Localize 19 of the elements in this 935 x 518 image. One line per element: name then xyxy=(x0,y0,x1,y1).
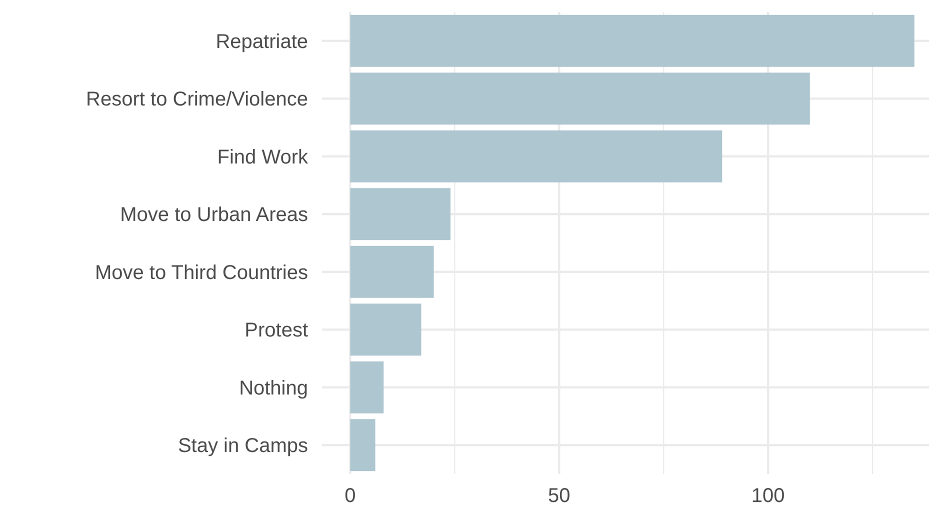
y-tick-label: Protest xyxy=(244,320,308,342)
bar xyxy=(350,72,810,125)
x-tick-label: 100 xyxy=(751,485,785,507)
y-tick-label: Move to Urban Areas xyxy=(120,204,308,226)
y-tick-label: Move to Third Countries xyxy=(94,262,308,284)
y-tick-label: Stay in Camps xyxy=(178,435,308,458)
bar xyxy=(350,419,376,472)
y-tick-label: Resort to Crime/Violence xyxy=(86,88,308,111)
x-tick-label: 50 xyxy=(548,485,570,507)
bar xyxy=(350,188,451,240)
bar xyxy=(350,361,384,414)
y-tick-label: Nothing xyxy=(239,377,308,400)
x-tick-label: 0 xyxy=(344,485,356,507)
bar xyxy=(350,304,422,356)
bar xyxy=(350,246,434,298)
y-tick-label: Find Work xyxy=(217,146,309,168)
bar xyxy=(350,14,914,67)
y-tick-label: Repatriate xyxy=(216,30,308,53)
bar xyxy=(350,130,722,182)
